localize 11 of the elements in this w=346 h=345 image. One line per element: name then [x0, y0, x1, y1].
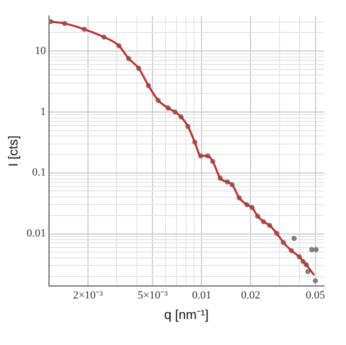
- x-tick-label: 0.05: [306, 290, 326, 302]
- x-axis-title: q [nm⁻¹]: [164, 306, 209, 322]
- x-tick-label: 0.02: [241, 290, 260, 302]
- x-tick-label: 0.01: [192, 290, 212, 302]
- y-tick-label: 0.1: [32, 166, 46, 179]
- y-axis-title: I [cts]: [5, 136, 20, 167]
- y-tick-label: 0.01: [26, 228, 46, 240]
- x-tick-label: 2×10⁻³: [72, 290, 104, 302]
- y-tick-label: 10: [34, 44, 46, 57]
- x-tick-label: 5×10⁻³: [138, 290, 168, 302]
- y-tick-label: 1: [40, 106, 46, 118]
